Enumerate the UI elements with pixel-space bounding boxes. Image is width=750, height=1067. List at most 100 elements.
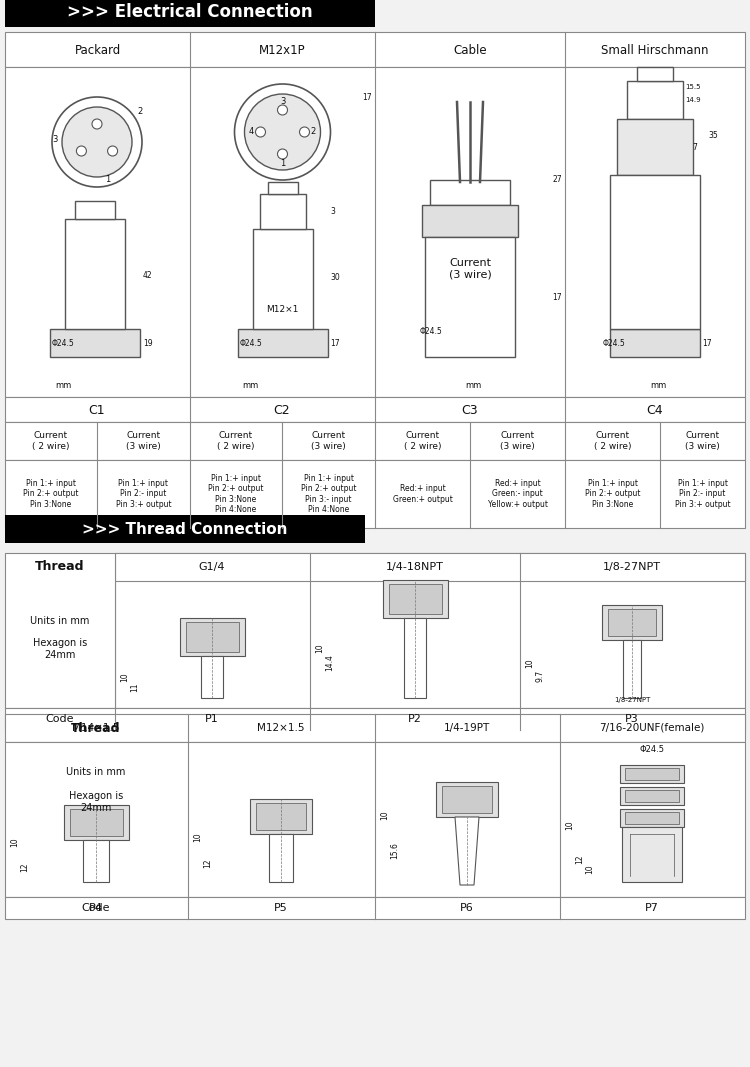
Text: Φ24.5: Φ24.5 [239, 338, 262, 348]
Text: Current
( 2 wire): Current ( 2 wire) [404, 431, 441, 450]
Text: >>> Electrical Connection: >>> Electrical Connection [68, 3, 313, 21]
Text: 10: 10 [526, 658, 535, 668]
Text: 3: 3 [53, 134, 58, 143]
Text: 15.5: 15.5 [685, 84, 700, 90]
Text: Thread: Thread [35, 560, 85, 573]
Bar [422, 205, 518, 237]
Bar [5, 708, 745, 730]
Bar [256, 803, 306, 830]
Bar [70, 809, 123, 837]
Text: 7/16-20UNF(female): 7/16-20UNF(female) [599, 723, 705, 733]
Text: C3: C3 [462, 403, 478, 416]
Circle shape [299, 127, 310, 137]
Bar [5, 742, 745, 897]
Text: Packard: Packard [74, 44, 121, 57]
Bar [5, 0, 375, 27]
Text: Code: Code [46, 714, 74, 724]
Text: Red:+ input
Green:+ output: Red:+ input Green:+ output [392, 484, 452, 504]
Circle shape [278, 149, 287, 159]
Text: Φ24.5: Φ24.5 [603, 338, 625, 348]
Text: 12: 12 [20, 862, 29, 872]
Bar [430, 180, 510, 205]
Bar [83, 840, 109, 882]
Circle shape [235, 84, 331, 180]
Text: P5: P5 [274, 903, 288, 913]
Bar [75, 201, 115, 219]
Bar [625, 812, 679, 824]
Bar [186, 622, 239, 652]
Text: P7: P7 [645, 903, 659, 913]
Text: Small Hirschmann: Small Hirschmann [602, 44, 709, 57]
Text: 1: 1 [105, 175, 111, 184]
Text: P6: P6 [460, 903, 474, 913]
Text: 7: 7 [692, 143, 698, 152]
Text: M12×1: M12×1 [266, 304, 298, 314]
Text: P4: P4 [89, 903, 103, 913]
Text: Pin 1:+ input
Pin 2:+ output
Pin 3:None: Pin 1:+ input Pin 2:+ output Pin 3:None [23, 479, 79, 509]
Text: 30: 30 [331, 272, 340, 282]
Bar [442, 786, 492, 813]
Text: 12: 12 [203, 858, 212, 867]
Bar [610, 329, 700, 357]
Bar [238, 329, 328, 357]
Circle shape [244, 94, 320, 170]
Bar [425, 237, 515, 357]
Text: 2: 2 [137, 108, 142, 116]
Text: Pin 1:+ input
Pin 2:+ output
Pin 3:None
Pin 4:None: Pin 1:+ input Pin 2:+ output Pin 3:None … [209, 474, 264, 514]
Bar [610, 175, 700, 329]
Text: 10: 10 [121, 672, 130, 682]
Text: M12x1P: M12x1P [260, 44, 306, 57]
Text: 3: 3 [280, 96, 285, 106]
Text: M14×1.5: M14×1.5 [72, 723, 120, 733]
Bar [50, 329, 140, 357]
Text: Current
( 2 wire): Current ( 2 wire) [32, 431, 70, 450]
Bar [620, 787, 684, 805]
Text: Units in mm: Units in mm [30, 616, 90, 626]
Text: 10: 10 [566, 821, 574, 830]
Bar [623, 640, 641, 698]
Text: 17: 17 [552, 292, 562, 302]
Text: Hexagon is
24mm: Hexagon is 24mm [33, 638, 87, 659]
Text: 2: 2 [310, 127, 316, 137]
Text: 42: 42 [143, 271, 153, 280]
Text: 1: 1 [280, 159, 285, 168]
Text: M12×1.5: M12×1.5 [257, 723, 304, 733]
Text: 3: 3 [331, 207, 335, 217]
Text: 10: 10 [194, 832, 202, 842]
Bar [269, 834, 293, 882]
Bar [5, 553, 115, 708]
Bar [260, 194, 305, 229]
Text: Thread: Thread [71, 721, 121, 734]
Text: 17: 17 [362, 93, 372, 101]
Text: Pin 1:+ input
Pin 2:+ output
Pin 3:None: Pin 1:+ input Pin 2:+ output Pin 3:None [585, 479, 640, 509]
Text: G1/4: G1/4 [199, 562, 225, 572]
Text: Current
( 2 wire): Current ( 2 wire) [594, 431, 632, 450]
Text: 9.7: 9.7 [536, 670, 544, 682]
Bar [622, 827, 682, 882]
Bar [253, 229, 313, 329]
Text: 10: 10 [316, 643, 325, 653]
Text: mm: mm [55, 381, 71, 389]
Text: C4: C4 [646, 403, 663, 416]
Text: Units in mm: Units in mm [66, 767, 126, 777]
Text: Current
(3 wire): Current (3 wire) [500, 431, 535, 450]
Bar [5, 67, 745, 397]
Polygon shape [455, 817, 479, 885]
Bar [5, 897, 745, 919]
Text: Current
( 2 wire): Current ( 2 wire) [217, 431, 255, 450]
Text: P1: P1 [205, 714, 219, 724]
Text: 27: 27 [552, 175, 562, 184]
Text: 17: 17 [702, 338, 712, 348]
Circle shape [92, 120, 102, 129]
Circle shape [76, 146, 86, 156]
Text: Red:+ input
Green:- input
Yellow:+ output: Red:+ input Green:- input Yellow:+ outpu… [488, 479, 548, 509]
Bar [201, 656, 223, 698]
Text: Current
(3 wire): Current (3 wire) [686, 431, 720, 450]
Text: 10: 10 [10, 838, 20, 847]
Text: 1/4-18NPT: 1/4-18NPT [386, 562, 444, 572]
Text: 19: 19 [143, 338, 153, 348]
Text: Φ24.5: Φ24.5 [640, 746, 664, 754]
Bar [608, 609, 656, 636]
Circle shape [278, 105, 287, 115]
Bar [383, 580, 448, 618]
